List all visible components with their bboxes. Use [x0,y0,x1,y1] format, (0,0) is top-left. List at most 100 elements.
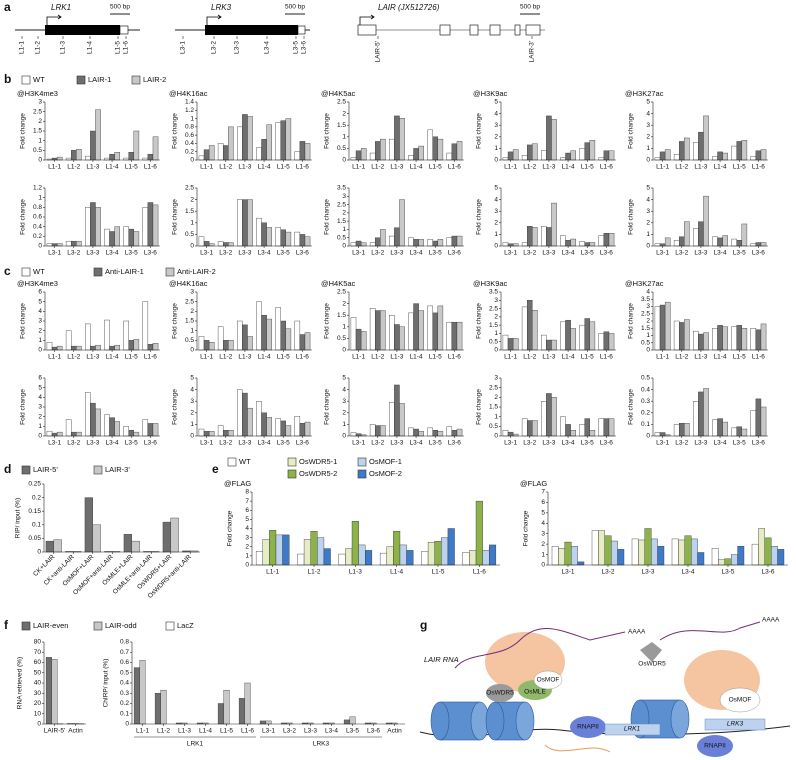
bar [228,242,234,247]
bar [664,301,671,351]
bar [711,548,719,566]
y-tick-label: 2.5 [337,289,346,296]
bar [584,242,591,247]
group-label: LRK1 [187,741,204,748]
bar [598,530,606,566]
bar [247,336,253,351]
bar [570,150,576,161]
chart-title: @H4K5ac [321,279,356,288]
y-tick-label: 3 [245,534,249,541]
y-tick-label: 1 [190,220,194,227]
x-tick-label: L1-5 [581,354,594,361]
bar [147,423,154,437]
bar [617,549,625,566]
x-tick-label: L3-3 [238,250,251,257]
bar [51,659,58,725]
y-axis-label: Fold change [628,389,635,425]
bar [408,427,414,437]
bar [750,328,757,351]
scale-label: 500 bp [110,4,130,11]
chart-title: @H3K9ac [473,89,508,98]
bar [294,416,301,437]
bar [693,401,699,437]
bar [223,689,230,725]
bar [203,149,210,161]
y-tick-label: 0 [38,433,42,440]
bar [598,157,605,161]
bar [374,310,381,351]
bar [142,419,149,437]
y-tick-label: 6 [541,499,545,506]
x-tick-label: L3-2 [371,250,384,257]
y-tick-label: 3.5 [641,296,650,303]
bar [408,237,414,247]
x-tick-label: L3-1 [504,250,517,257]
bar [598,235,605,247]
panel-label: f [4,618,9,632]
bar [76,345,82,351]
label: OsMOF [729,697,752,704]
bar [152,136,159,161]
legend-swatch [357,469,367,479]
x-tick-label: L3-5 [125,250,138,257]
primer-label: L1-5 [115,41,122,54]
y-axis-label: Fold change [628,303,635,339]
label: OsWDR5 [486,690,514,697]
y-tick-label: 1 [646,231,650,238]
bar [85,207,91,247]
x-tick-label: L1-1 [656,354,669,361]
bar [611,540,618,566]
chart-title: @H3K4me3 [17,279,58,288]
bar [413,303,419,351]
x-tick-label: L3-2 [523,250,536,257]
bar [760,406,767,437]
bar [691,538,698,566]
bar [275,534,283,566]
y-tick-label: 1.4 [185,99,194,106]
x-tick-label: L3-6 [296,440,309,447]
x-tick-label: L3-2 [219,250,232,257]
x-tick-label: L3-6 [448,250,461,257]
tss-arrow [206,14,222,25]
y-tick-label: 2.5 [489,305,498,312]
bar [698,333,704,351]
y-axis-label: Fold change [20,199,27,235]
x-tick-label: L3-1 [262,728,275,735]
bar [261,315,267,351]
bar [462,552,470,566]
bar [345,548,353,566]
bar [560,416,566,437]
bar [222,340,229,351]
bar [698,221,704,247]
bar [551,202,557,247]
x-tick-label: L1-5 [431,569,444,576]
bar [446,237,453,247]
label: LRK3 [727,721,744,728]
bar [451,235,458,247]
y-tick-label: 0.8 [120,639,129,646]
x-tick-label: L1-5 [733,164,746,171]
bar [712,156,718,161]
primer-label: LAIR-3' [529,41,536,62]
bar [217,703,224,725]
bar [502,242,509,247]
bar [551,397,557,437]
bar [654,243,661,247]
scale-label: 500 bp [285,4,305,11]
bar [589,242,596,247]
x-tick-label: L3-4 [258,440,271,447]
x-tick-label: L3-2 [523,440,536,447]
y-tick-label: 2 [342,110,346,117]
bar [160,689,167,725]
y-axis-label: Fold change [20,303,27,339]
bar [133,231,140,247]
bar [673,424,680,437]
bar [750,410,757,437]
bar [222,242,229,247]
bar [579,241,585,247]
bar [684,319,690,351]
bar [76,149,82,161]
x-tick-label: L3-4 [106,440,119,447]
bar [152,423,159,437]
bar [427,541,435,566]
